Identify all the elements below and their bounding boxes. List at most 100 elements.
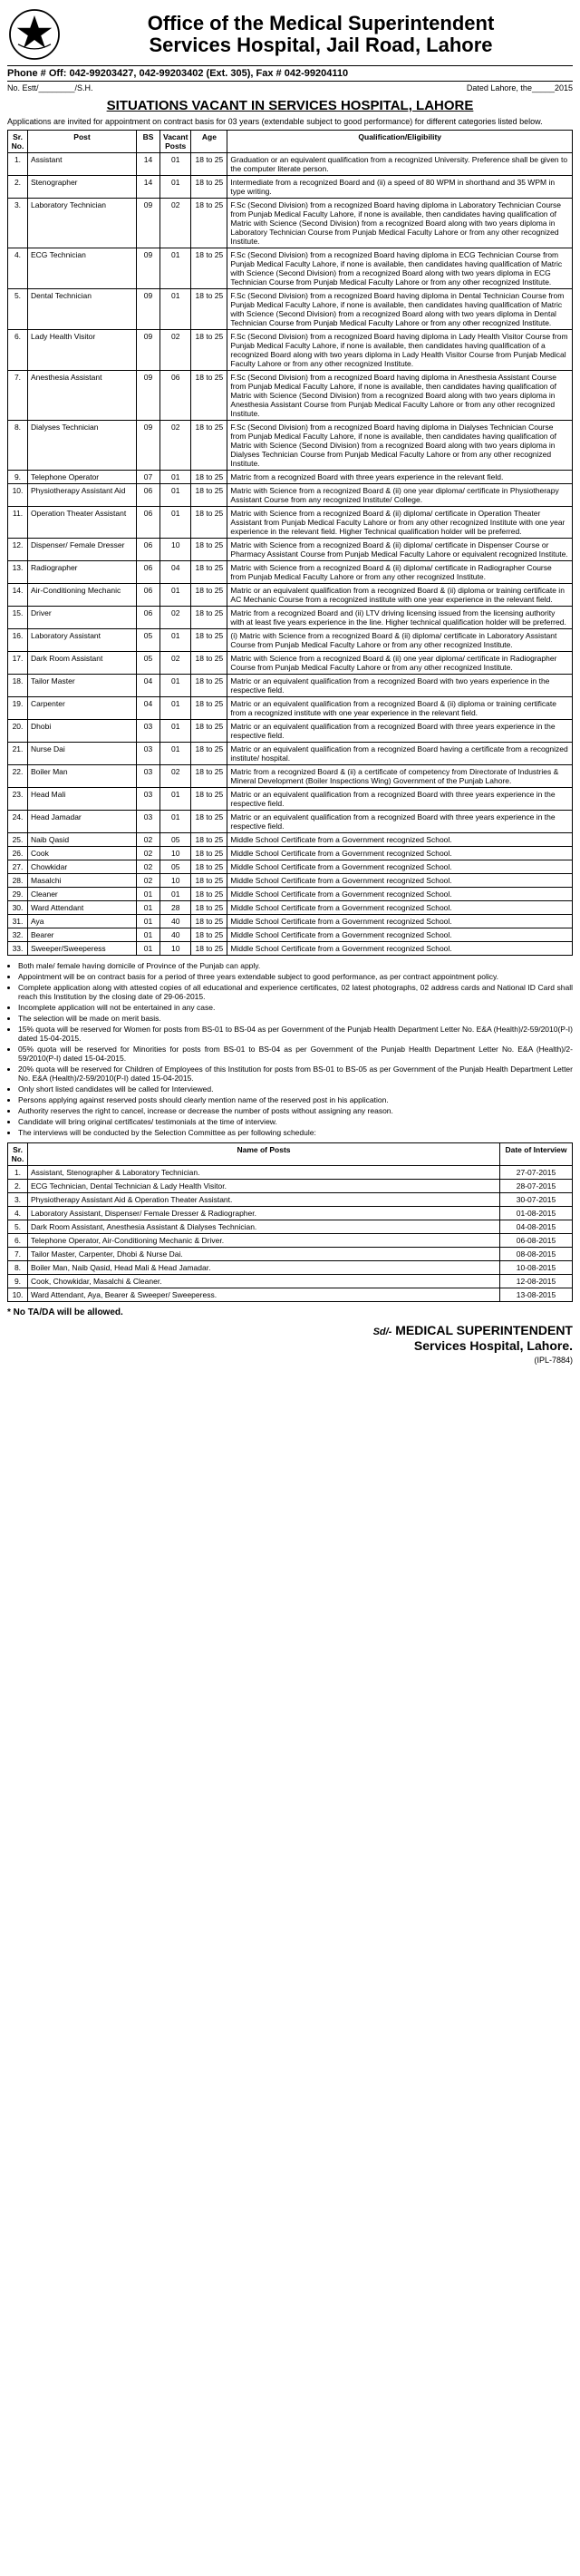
cell-age: 18 to 25: [191, 901, 227, 915]
cell-post: Chowkidar: [28, 860, 137, 874]
cell-qual: F.Sc (Second Division) from a recognized…: [227, 248, 573, 289]
cell-qual: F.Sc (Second Division) from a recognized…: [227, 371, 573, 421]
table-row: 24.Head Jamadar030118 to 25Matric or an …: [8, 811, 573, 833]
cell-qual: F.Sc (Second Division) from a recognized…: [227, 421, 573, 471]
ref-left: No. Estt/________/S.H.: [7, 83, 93, 92]
cell-post: Naib Qasid: [28, 833, 137, 847]
cell-post: Bearer: [28, 928, 137, 942]
table-row: 9.Telephone Operator070118 to 25Matric f…: [8, 471, 573, 484]
cell-vac: 01: [160, 720, 191, 743]
cell-qual: Matric or an equivalent qualification fr…: [227, 584, 573, 607]
cell-bs: 06: [137, 584, 160, 607]
note-item: Persons applying against reserved posts …: [18, 1095, 573, 1104]
cell-sr: 18.: [8, 675, 28, 697]
cell-post: Masalchi: [28, 874, 137, 888]
cell-vac: 01: [160, 788, 191, 811]
sched-col-sr: Sr. No.: [8, 1143, 28, 1166]
table-row: 20.Dhobi030118 to 25Matric or an equival…: [8, 720, 573, 743]
cell-post: Operation Theater Assistant: [28, 507, 137, 539]
cell-qual: Matric with Science from a recognized Bo…: [227, 507, 573, 539]
cell-qual: Middle School Certificate from a Governm…: [227, 888, 573, 901]
cell-vac: 01: [160, 629, 191, 652]
cell-sr: 13.: [8, 561, 28, 584]
table-row: 4.ECG Technician090118 to 25F.Sc (Second…: [8, 248, 573, 289]
cell-vac: 28: [160, 901, 191, 915]
cell-vac: 01: [160, 675, 191, 697]
cell-age: 18 to 25: [191, 652, 227, 675]
cell-sr: 17.: [8, 652, 28, 675]
org-title-2: Services Hospital, Jail Road, Lahore: [69, 34, 573, 56]
cell-bs: 05: [137, 629, 160, 652]
cell-qual: F.Sc (Second Division) from a recognized…: [227, 199, 573, 248]
cell-sr: 7.: [8, 371, 28, 421]
cell-age: 18 to 25: [191, 629, 227, 652]
sched-name: Physiotherapy Assistant Aid & Operation …: [28, 1193, 500, 1207]
cell-post: Aya: [28, 915, 137, 928]
cell-sr: 9.: [8, 471, 28, 484]
ref-right: Dated Lahore, the_____2015: [467, 83, 573, 92]
cell-bs: 01: [137, 928, 160, 942]
note-item: The selection will be made on merit basi…: [18, 1014, 573, 1023]
sched-name: Laboratory Assistant, Dispenser/ Female …: [28, 1207, 500, 1220]
sched-name: Boiler Man, Naib Qasid, Head Mali & Head…: [28, 1261, 500, 1275]
sched-sr: 5.: [8, 1220, 28, 1234]
cell-bs: 03: [137, 743, 160, 765]
cell-vac: 40: [160, 928, 191, 942]
cell-bs: 07: [137, 471, 160, 484]
schedule-header-row: Sr. No. Name of Posts Date of Interview: [8, 1143, 573, 1166]
sched-date: 08-08-2015: [500, 1248, 573, 1261]
col-qual: Qualification/Eligibility: [227, 131, 573, 153]
note-item: Only short listed candidates will be cal…: [18, 1084, 573, 1094]
schedule-row: 10.Ward Attendant, Aya, Bearer & Sweeper…: [8, 1288, 573, 1302]
cell-age: 18 to 25: [191, 471, 227, 484]
cell-sr: 30.: [8, 901, 28, 915]
sched-sr: 8.: [8, 1261, 28, 1275]
cell-sr: 10.: [8, 484, 28, 507]
cell-qual: Middle School Certificate from a Governm…: [227, 874, 573, 888]
sched-date: 12-08-2015: [500, 1275, 573, 1288]
note-item: Complete application along with attested…: [18, 983, 573, 1001]
cell-bs: 01: [137, 901, 160, 915]
cell-vac: 02: [160, 199, 191, 248]
sched-col-name: Name of Posts: [28, 1143, 500, 1166]
org-title-1: Office of the Medical Superintendent: [69, 13, 573, 34]
cell-sr: 29.: [8, 888, 28, 901]
cell-qual: Matric from a recognized Board & (ii) a …: [227, 765, 573, 788]
cell-vac: 10: [160, 539, 191, 561]
cell-bs: 02: [137, 874, 160, 888]
cell-sr: 27.: [8, 860, 28, 874]
cell-bs: 06: [137, 539, 160, 561]
cell-post: Driver: [28, 607, 137, 629]
cell-age: 18 to 25: [191, 833, 227, 847]
cell-bs: 06: [137, 607, 160, 629]
cell-qual: Middle School Certificate from a Governm…: [227, 928, 573, 942]
cell-bs: 09: [137, 199, 160, 248]
table-row: 25.Naib Qasid020518 to 25Middle School C…: [8, 833, 573, 847]
table-row: 30.Ward Attendant012818 to 25Middle Scho…: [8, 901, 573, 915]
cell-age: 18 to 25: [191, 507, 227, 539]
table-row: 16.Laboratory Assistant050118 to 25(i) M…: [8, 629, 573, 652]
cell-sr: 31.: [8, 915, 28, 928]
sched-date: 01-08-2015: [500, 1207, 573, 1220]
note-item: Appointment will be on contract basis fo…: [18, 972, 573, 981]
cell-sr: 1.: [8, 153, 28, 176]
cell-bs: 02: [137, 847, 160, 860]
cell-vac: 04: [160, 561, 191, 584]
note-item: Candidate will bring original certificat…: [18, 1117, 573, 1126]
cell-age: 18 to 25: [191, 942, 227, 956]
cell-bs: 14: [137, 153, 160, 176]
schedule-table: Sr. No. Name of Posts Date of Interview …: [7, 1142, 573, 1302]
cell-vac: 01: [160, 888, 191, 901]
cell-bs: 09: [137, 289, 160, 330]
cell-vac: 01: [160, 153, 191, 176]
posts-header-row: Sr. No. Post BS Vacant Posts Age Qualifi…: [8, 131, 573, 153]
cell-bs: 09: [137, 371, 160, 421]
cell-post: Carpenter: [28, 697, 137, 720]
cell-sr: 26.: [8, 847, 28, 860]
table-row: 14.Air-Conditioning Mechanic060118 to 25…: [8, 584, 573, 607]
intro-text: Applications are invited for appointment…: [7, 117, 573, 126]
cell-age: 18 to 25: [191, 847, 227, 860]
col-sr: Sr. No.: [8, 131, 28, 153]
sig-line1: MEDICAL SUPERINTENDENT: [395, 1323, 573, 1337]
cell-qual: Middle School Certificate from a Governm…: [227, 860, 573, 874]
